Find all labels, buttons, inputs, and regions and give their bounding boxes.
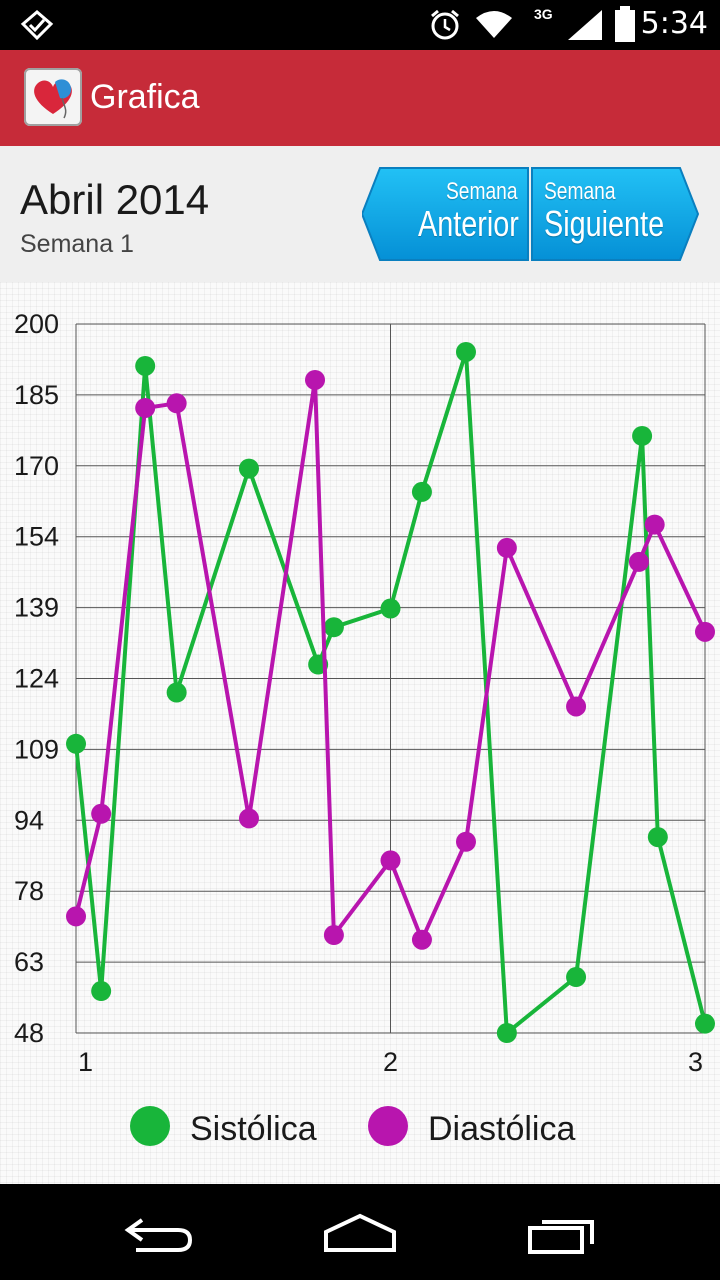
action-bar: Grafica [0,50,720,146]
notification-check-icon [20,10,54,40]
legend-dot-diastolica [368,1106,408,1146]
data-point-diastlica [628,551,649,572]
alarm-icon [431,9,459,40]
data-point-sistlica [66,733,86,754]
data-point-sistlica [380,598,401,619]
blood-pressure-chart: 200 185 170 154 139 124 109 94 78 63 48 1 2 3 [14,309,715,1077]
data-point-diastlica [455,831,476,852]
data-point-sistlica [323,617,344,638]
data-point-sistlica [647,827,668,848]
x-tick-label: 1 [78,1047,93,1077]
legend-label-diastolica: Diastólica [428,1110,576,1148]
data-point-diastlica [695,621,715,642]
back-icon[interactable] [122,1214,194,1254]
data-point-diastlica [238,808,259,829]
data-point-sistlica [166,682,187,703]
week-nav: Semana Anterior Semana Siguiente [362,166,700,262]
next-week-button[interactable]: Semana Siguiente [532,166,700,262]
y-tick-label: 63 [14,947,44,977]
data-point-sistlica [455,341,476,362]
data-point-diastlica [566,696,587,717]
data-point-sistlica [411,481,432,502]
data-point-sistlica [695,1013,715,1034]
app-title: Grafica [90,78,200,116]
status-bar: 3G 5:34 [0,0,720,50]
y-tick-label: 139 [14,593,59,623]
legend-dot-sistolica [130,1106,170,1146]
prev-week-big-label: Anterior [418,203,519,244]
month-title: Abril 2014 [20,176,210,223]
y-tick-label: 154 [14,522,59,552]
data-point-sistlica [135,355,156,376]
y-tick-label: 48 [14,1018,44,1048]
prev-week-button[interactable]: Semana Anterior [362,166,528,262]
signal-icon [568,10,602,40]
y-tick-label: 200 [14,309,59,339]
data-point-diastlica [496,537,517,558]
battery-icon [615,6,635,42]
data-point-sistlica [496,1023,517,1043]
week-subtitle: Semana 1 [20,230,134,258]
recent-apps-icon[interactable] [526,1212,600,1256]
week-header: Abril 2014 Semana 1 Semana Anterior Sema… [0,146,720,282]
y-tick-label: 94 [14,805,44,835]
home-icon[interactable] [322,1212,398,1254]
chart-area: 200 185 170 154 139 124 109 94 78 63 48 1 2 3 Sistóli… [0,282,720,1184]
network-type-label: 3G [534,6,553,22]
legend-label-sistolica: Sistólica [190,1110,317,1148]
data-point-diastlica [380,850,401,871]
data-point-diastlica [166,393,187,414]
wifi-icon [476,11,512,38]
y-tick-label: 185 [14,380,59,410]
y-tick-label: 124 [14,664,59,694]
nav-buttons-shape [362,167,700,261]
y-tick-label: 170 [14,451,59,481]
system-nav-bar [0,1184,720,1280]
data-point-diastlica [91,803,112,824]
next-week-small-label: Semana [544,178,616,205]
y-tick-label: 109 [14,734,59,764]
x-tick-label: 3 [688,1047,703,1077]
next-week-big-label: Siguiente [544,203,665,244]
data-point-diastlica [305,369,326,390]
data-point-sistlica [91,981,112,1002]
data-point-diastlica [644,514,665,535]
y-tick-label: 78 [14,876,44,906]
data-point-diastlica [66,906,86,927]
status-time: 5:34 [640,6,708,41]
data-point-diastlica [323,925,344,946]
prev-week-small-label: Semana [446,178,518,205]
heart-balloon-app-icon[interactable] [24,68,82,126]
data-point-diastlica [135,397,156,418]
data-point-sistlica [238,458,259,479]
data-point-sistlica [632,425,653,446]
x-tick-label: 2 [383,1047,398,1077]
data-point-sistlica [566,967,587,988]
data-point-diastlica [411,929,432,950]
